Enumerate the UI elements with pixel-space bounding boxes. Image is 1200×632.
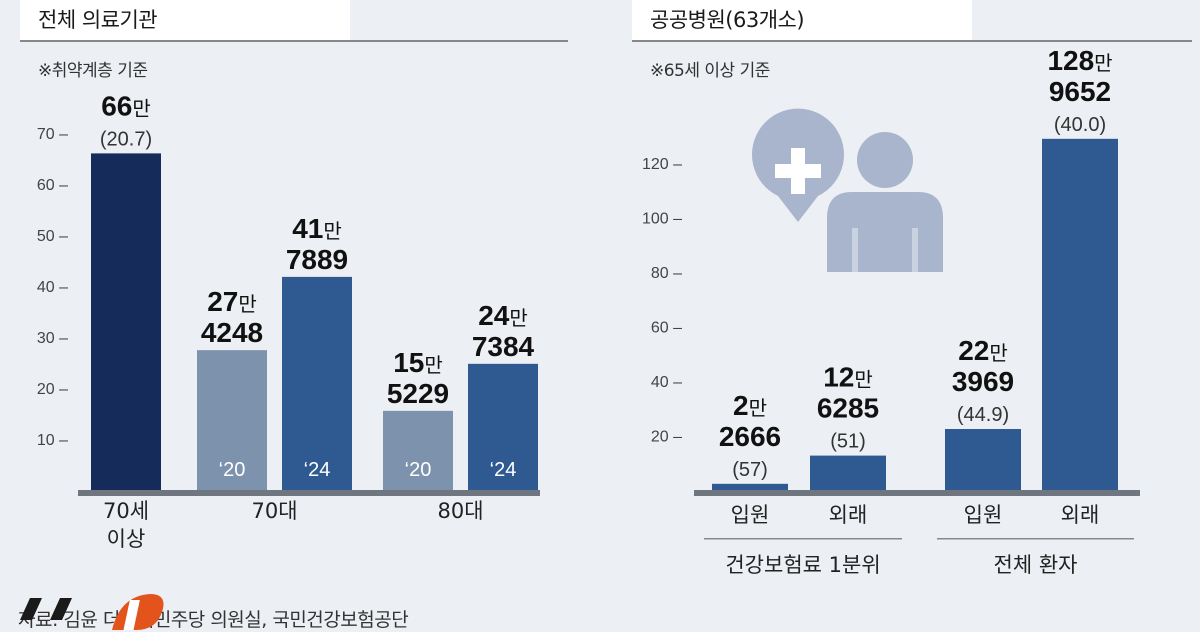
category-label: 70대 [251, 499, 297, 523]
x-axis-baseline [694, 490, 1140, 496]
bar-value-line: 27만 [207, 286, 257, 317]
y-tick-label: 20 – [651, 429, 682, 446]
left-chart: 10 – 20 – 30 – 40 – 50 – 60 – 70 – 66만 (20.7) 70세… [37, 90, 540, 551]
y-tick-label: 100 – [642, 211, 682, 228]
group-label: 건강보험료 1분위 [725, 553, 880, 577]
bar-category-label: 외래 [829, 503, 868, 527]
bar-value-line: 12만 [823, 362, 873, 393]
bar-value-line: 6285 [817, 393, 879, 424]
y-tick-label: 30 – [37, 330, 68, 347]
bar [91, 153, 161, 490]
right-title-divider [632, 40, 1192, 42]
bar-value-line: 24만 [478, 300, 528, 331]
bar-value-line: 66만 [101, 90, 151, 121]
bar [810, 455, 886, 490]
left-panel: 전체 의료기관 ※취약계층 기준 10 – 20 – 30 – 40 – 50 – 60 … [0, 0, 580, 600]
y-tick-label: 80 – [651, 265, 682, 282]
group-divider [937, 538, 1134, 540]
bar-year-label: ‘20 [405, 459, 432, 481]
bar-share: (44.9) [957, 404, 1009, 426]
bar-value-line: 5229 [387, 378, 449, 409]
category-label: 80대 [437, 499, 483, 523]
bar-value-line: 41만 [292, 213, 342, 244]
x-axis-baseline [78, 490, 540, 496]
bar [282, 276, 352, 490]
bar [197, 350, 267, 490]
bar-share: (51) [830, 431, 866, 453]
plus-bar-v [791, 148, 805, 194]
y-tick-label: 120 – [642, 156, 682, 173]
left-note: ※취약계층 기준 [38, 61, 148, 81]
y-tick-label: 60 – [651, 320, 682, 337]
y-tick-label: 40 – [651, 374, 682, 391]
bar-category-label: 입원 [964, 503, 1003, 527]
category-label: 70세 [103, 499, 149, 523]
bar-year-label: ‘24 [304, 459, 331, 481]
bar-value-line: 128만 [1047, 45, 1112, 76]
bar-value-line: 2만 [733, 390, 767, 421]
left-title-divider [20, 40, 568, 42]
bar [945, 429, 1021, 490]
right-note: ※65세 이상 기준 [650, 61, 770, 81]
bar [712, 483, 788, 490]
person-body-icon [827, 192, 943, 272]
bar-share: (20.7) [100, 128, 152, 150]
bar-value-line: 22만 [958, 335, 1008, 366]
right-panel: 공공병원(63개소) ※65세 이상 기준 20 – 40 – 60 – 80 – 10… [620, 0, 1200, 600]
right-title: 공공병원(63개소) [632, 0, 972, 40]
bar [383, 410, 453, 490]
hospital-patient-icon [752, 108, 943, 272]
bar-share: (40.0) [1054, 114, 1106, 136]
bar-value-line: 4248 [201, 317, 263, 348]
group-label: 전체 환자 [994, 553, 1078, 577]
y-tick-label: 20 – [37, 381, 68, 398]
person-head-icon [857, 132, 913, 188]
bar-value-line: 2666 [719, 421, 781, 452]
bar-year-label: ‘20 [219, 459, 246, 481]
bar-category-label: 입원 [731, 503, 770, 527]
bar-share: (57) [732, 459, 768, 481]
bar [468, 363, 538, 490]
y-tick-label: 60 – [37, 177, 68, 194]
y-tick-label: 10 – [37, 432, 68, 449]
news1-logo [20, 594, 164, 630]
bar-year-label: ‘24 [490, 459, 517, 481]
group-divider [704, 538, 902, 540]
bar-value-line: 15만 [393, 347, 443, 378]
bar [1042, 138, 1118, 490]
category-label: 이상 [107, 527, 146, 551]
bar-value-line: 9652 [1049, 76, 1111, 107]
bar-category-label: 외래 [1061, 503, 1100, 527]
y-tick-label: 40 – [37, 279, 68, 296]
left-title: 전체 의료기관 [20, 0, 350, 40]
y-tick-label: 50 – [37, 228, 68, 245]
bar-value-line: 7889 [286, 244, 348, 275]
bar-value-line: 7384 [472, 331, 535, 362]
y-tick-label: 70 – [37, 126, 68, 143]
bar-value-line: 3969 [952, 366, 1014, 397]
